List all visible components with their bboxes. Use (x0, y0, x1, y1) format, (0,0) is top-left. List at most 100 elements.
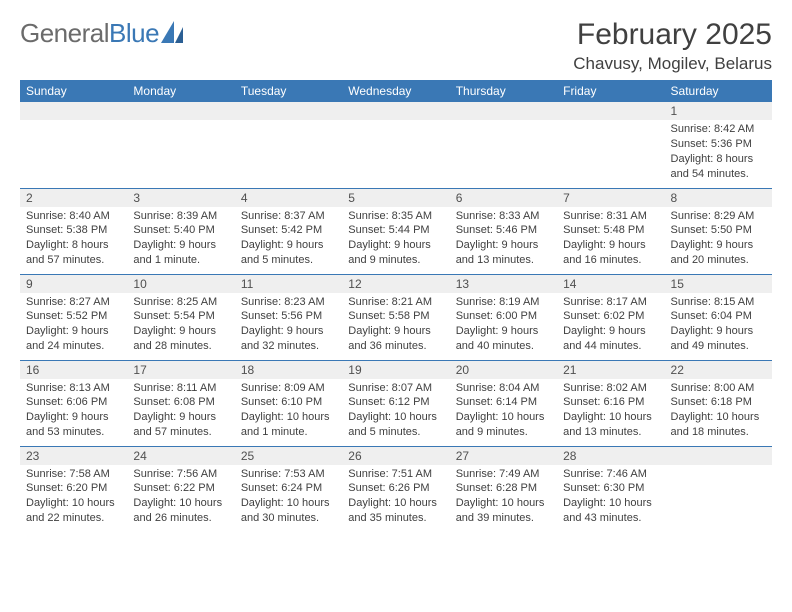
sunset-text: Sunset: 5:44 PM (348, 223, 443, 238)
daylight-text: Daylight: 10 hours and 22 minutes. (26, 496, 121, 526)
calendar-cell (20, 102, 127, 188)
calendar-cell (665, 446, 772, 532)
sunrise-text: Sunrise: 8:17 AM (563, 295, 658, 310)
day-number (235, 102, 342, 120)
sunrise-text: Sunrise: 8:33 AM (456, 209, 551, 224)
month-title: February 2025 (573, 18, 772, 52)
day-number: 16 (20, 361, 127, 379)
sunrise-text: Sunrise: 8:04 AM (456, 381, 551, 396)
calendar-week-row: 1Sunrise: 8:42 AMSunset: 5:36 PMDaylight… (20, 102, 772, 188)
day-details (450, 120, 557, 126)
day-details: Sunrise: 8:33 AMSunset: 5:46 PMDaylight:… (450, 207, 557, 272)
sunset-text: Sunset: 6:08 PM (133, 395, 228, 410)
daylight-text: Daylight: 9 hours and 49 minutes. (671, 324, 766, 354)
location: Chavusy, Mogilev, Belarus (573, 54, 772, 74)
day-details: Sunrise: 8:11 AMSunset: 6:08 PMDaylight:… (127, 379, 234, 444)
calendar-cell: 8Sunrise: 8:29 AMSunset: 5:50 PMDaylight… (665, 188, 772, 274)
day-header: Saturday (665, 80, 772, 102)
day-number (557, 102, 664, 120)
day-details: Sunrise: 8:40 AMSunset: 5:38 PMDaylight:… (20, 207, 127, 272)
calendar-cell: 23 Sunrise: 7:58 AMSunset: 6:20 PMDayligh… (20, 446, 127, 532)
sunset-text: Sunset: 6:16 PM (563, 395, 658, 410)
calendar-cell: 5Sunrise: 8:35 AMSunset: 5:44 PMDaylight… (342, 188, 449, 274)
daylight-text: Daylight: 9 hours and 40 minutes. (456, 324, 551, 354)
calendar-cell: 26Sunrise: 7:51 AMSunset: 6:26 PMDayligh… (342, 446, 449, 532)
daylight-text: Daylight: 10 hours and 13 minutes. (563, 410, 658, 440)
day-details: Sunrise: 8:31 AMSunset: 5:48 PMDaylight:… (557, 207, 664, 272)
daylight-text: Daylight: 10 hours and 26 minutes. (133, 496, 228, 526)
daylight-text: Daylight: 9 hours and 44 minutes. (563, 324, 658, 354)
daylight-text: Daylight: 10 hours and 39 minutes. (456, 496, 551, 526)
sunrise-text: Sunrise: 7:46 AM (563, 467, 658, 482)
calendar-cell (127, 102, 234, 188)
calendar-cell: 19Sunrise: 8:07 AMSunset: 6:12 PMDayligh… (342, 360, 449, 446)
day-details (342, 120, 449, 126)
sunrise-text: Sunrise: 7:53 AM (241, 467, 336, 482)
day-number: 20 (450, 361, 557, 379)
day-details (557, 120, 664, 126)
day-details (127, 120, 234, 126)
sunset-text: Sunset: 6:06 PM (26, 395, 121, 410)
daylight-text: Daylight: 9 hours and 16 minutes. (563, 238, 658, 268)
day-details: Sunrise: 7:51 AMSunset: 6:26 PMDaylight:… (342, 465, 449, 530)
sunset-text: Sunset: 5:36 PM (671, 137, 766, 152)
daylight-text: Daylight: 10 hours and 35 minutes. (348, 496, 443, 526)
day-details: Sunrise: 7:53 AMSunset: 6:24 PMDaylight:… (235, 465, 342, 530)
sunrise-text: Sunrise: 8:02 AM (563, 381, 658, 396)
day-header: Thursday (450, 80, 557, 102)
day-details: Sunrise: 8:37 AMSunset: 5:42 PMDaylight:… (235, 207, 342, 272)
sunrise-text: Sunrise: 8:27 AM (26, 295, 121, 310)
day-number: 25 (235, 447, 342, 465)
day-header: Monday (127, 80, 234, 102)
sunrise-text: Sunrise: 7:58 AM (26, 467, 121, 482)
sunset-text: Sunset: 5:50 PM (671, 223, 766, 238)
day-details: Sunrise: 8:39 AMSunset: 5:40 PMDaylight:… (127, 207, 234, 272)
sunrise-text: Sunrise: 8:35 AM (348, 209, 443, 224)
sunrise-text: Sunrise: 8:19 AM (456, 295, 551, 310)
day-number: 23 (20, 447, 127, 465)
daylight-text: Daylight: 10 hours and 9 minutes. (456, 410, 551, 440)
day-details (20, 120, 127, 126)
calendar-cell: 14 Sunrise: 8:17 AMSunset: 6:02 PMDayligh… (557, 274, 664, 360)
sunset-text: Sunset: 5:40 PM (133, 223, 228, 238)
sunset-text: Sunset: 6:28 PM (456, 481, 551, 496)
day-details: Sunrise: 8:42 AMSunset: 5:36 PMDaylight:… (665, 120, 772, 185)
day-number: 14 (557, 275, 664, 293)
sunset-text: Sunset: 5:54 PM (133, 309, 228, 324)
sunrise-text: Sunrise: 8:13 AM (26, 381, 121, 396)
day-number: 12 (342, 275, 449, 293)
day-number: 6 (450, 189, 557, 207)
sunset-text: Sunset: 5:58 PM (348, 309, 443, 324)
calendar-cell: 1Sunrise: 8:42 AMSunset: 5:36 PMDaylight… (665, 102, 772, 188)
sunrise-text: Sunrise: 8:40 AM (26, 209, 121, 224)
sunset-text: Sunset: 6:20 PM (26, 481, 121, 496)
sunset-text: Sunset: 6:04 PM (671, 309, 766, 324)
calendar-cell: 3Sunrise: 8:39 AMSunset: 5:40 PMDaylight… (127, 188, 234, 274)
sunset-text: Sunset: 5:56 PM (241, 309, 336, 324)
daylight-text: Daylight: 10 hours and 18 minutes. (671, 410, 766, 440)
day-details: Sunrise: 8:09 AMSunset: 6:10 PMDaylight:… (235, 379, 342, 444)
calendar-week-row: 2Sunrise: 8:40 AMSunset: 5:38 PMDaylight… (20, 188, 772, 274)
sunset-text: Sunset: 6:02 PM (563, 309, 658, 324)
sunrise-text: Sunrise: 7:49 AM (456, 467, 551, 482)
day-number: 21 (557, 361, 664, 379)
daylight-text: Daylight: 9 hours and 28 minutes. (133, 324, 228, 354)
sunrise-text: Sunrise: 8:11 AM (133, 381, 228, 396)
day-details: Sunrise: 8:02 AMSunset: 6:16 PMDaylight:… (557, 379, 664, 444)
sunrise-text: Sunrise: 8:15 AM (671, 295, 766, 310)
day-number (20, 102, 127, 120)
daylight-text: Daylight: 10 hours and 30 minutes. (241, 496, 336, 526)
daylight-text: Daylight: 10 hours and 5 minutes. (348, 410, 443, 440)
sunset-text: Sunset: 5:46 PM (456, 223, 551, 238)
daylight-text: Daylight: 10 hours and 1 minute. (241, 410, 336, 440)
calendar-cell (342, 102, 449, 188)
day-details: Sunrise: 8:07 AMSunset: 6:12 PMDaylight:… (342, 379, 449, 444)
daylight-text: Daylight: 10 hours and 43 minutes. (563, 496, 658, 526)
sunrise-text: Sunrise: 7:51 AM (348, 467, 443, 482)
daylight-text: Daylight: 9 hours and 53 minutes. (26, 410, 121, 440)
sunrise-text: Sunrise: 8:23 AM (241, 295, 336, 310)
sunset-text: Sunset: 6:18 PM (671, 395, 766, 410)
sunset-text: Sunset: 6:12 PM (348, 395, 443, 410)
calendar-cell: 25Sunrise: 7:53 AMSunset: 6:24 PMDayligh… (235, 446, 342, 532)
brand-part1: General (20, 18, 109, 49)
